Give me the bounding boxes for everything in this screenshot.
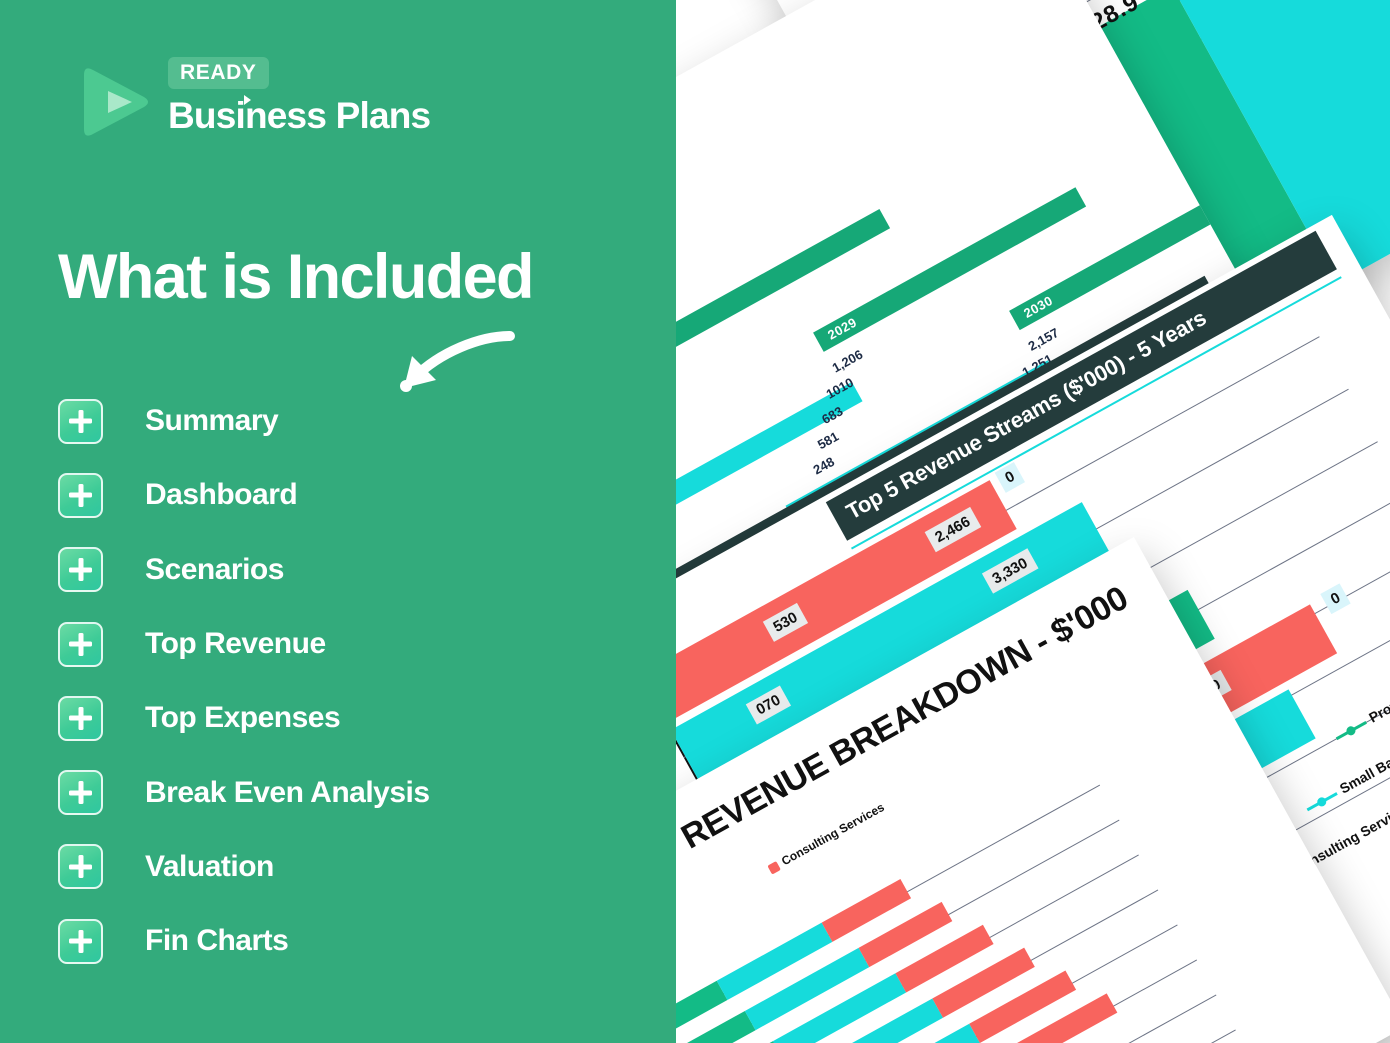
brand-title: Business Plans: [168, 95, 431, 136]
feature-item-fin-charts[interactable]: Fin Charts: [58, 904, 658, 978]
plus-icon: [58, 398, 103, 444]
plus-icon: [58, 621, 103, 667]
feature-item-top-revenue[interactable]: Top Revenue: [58, 607, 658, 681]
table-cell: 1,206: [829, 346, 866, 376]
brand-text: READY Business Plans: [168, 57, 431, 136]
plus-icon: [58, 472, 103, 518]
table-cell: 581: [814, 428, 842, 453]
feature-list: Summary Dashboard Scenarios Top Revenue …: [58, 384, 658, 978]
feature-item-scenarios[interactable]: Scenarios: [58, 533, 658, 607]
feature-item-valuation[interactable]: Valuation: [58, 830, 658, 904]
legend-marker-icon: [1335, 720, 1367, 740]
plus-icon: [58, 918, 103, 964]
feature-label: Summary: [145, 404, 279, 438]
feature-label: Scenarios: [145, 552, 284, 586]
plus-icon: [58, 844, 103, 890]
play-triangle-accent-icon: [244, 95, 251, 105]
left-green-panel: READY Business Plans What is Included Su…: [0, 0, 676, 1043]
table-cell: 2,157: [1025, 324, 1062, 354]
table-cell: 248: [810, 453, 837, 478]
legend-item-prototyping-services: Prototyping Services: [1332, 644, 1390, 745]
feature-label: Break Even Analysis: [145, 775, 430, 809]
feature-label: Valuation: [145, 849, 274, 883]
feature-item-dashboard[interactable]: Dashboard: [58, 458, 658, 532]
plus-icon: [58, 770, 103, 816]
feature-item-break-even-analysis[interactable]: Break Even Analysis: [58, 755, 658, 829]
feature-label: Top Expenses: [145, 701, 341, 735]
brand-title-text: Business Plans: [168, 95, 431, 136]
spreadsheet-collage: Name Table of Contents 128.9 2028: [676, 0, 1390, 1043]
brand-lockup: READY Business Plans: [70, 57, 490, 157]
plus-icon: [58, 547, 103, 593]
feature-label: Top Revenue: [145, 627, 326, 661]
play-triangle-icon: [70, 61, 152, 143]
bar-label-zero: 0: [1320, 583, 1351, 615]
feature-item-summary[interactable]: Summary: [58, 384, 658, 458]
feature-label: Fin Charts: [145, 924, 289, 958]
curved-arrow-down-left-icon: [388, 326, 518, 401]
feature-label: Dashboard: [145, 478, 298, 512]
page-title: What is Included: [58, 242, 535, 312]
feature-item-top-expenses[interactable]: Top Expenses: [58, 681, 658, 755]
legend-item-breakdown-consulting: Consulting Services: [766, 800, 887, 875]
plus-icon: [58, 695, 103, 741]
ready-badge: READY: [168, 57, 269, 89]
legend-marker-icon: [767, 860, 781, 875]
